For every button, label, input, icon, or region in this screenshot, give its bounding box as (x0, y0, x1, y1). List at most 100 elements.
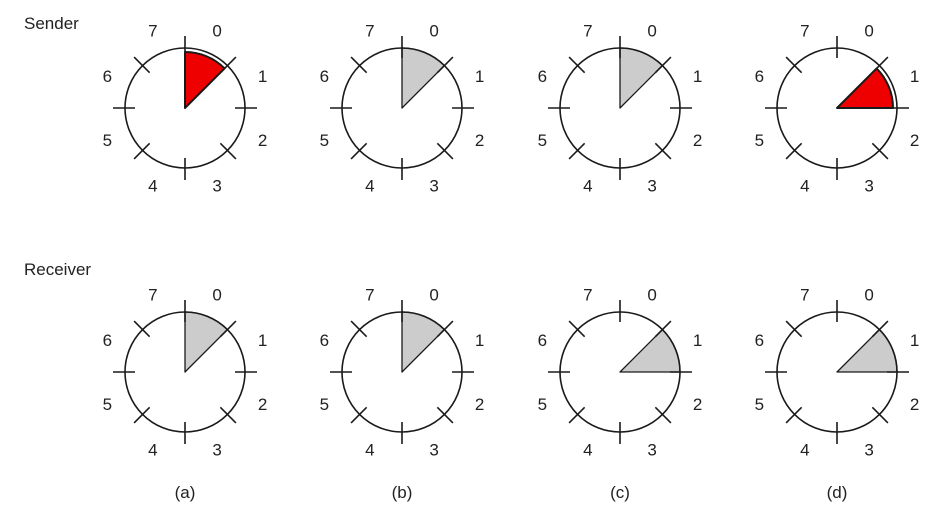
receiver-sector-number-2-3: 3 (647, 441, 656, 460)
sender-sector-number-1-2: 2 (475, 131, 484, 150)
receiver-sector-number-1-7: 7 (365, 285, 374, 304)
receiver-sector-number-1-0: 0 (429, 285, 438, 304)
sender-sector-number-0-7: 7 (148, 21, 157, 40)
receiver-sector-number-1-4: 4 (365, 441, 374, 460)
receiver-sector-number-2-7: 7 (583, 285, 592, 304)
sender-sector-number-1-7: 7 (365, 21, 374, 40)
sender-sector-number-3-6: 6 (755, 67, 764, 86)
receiver-tick-3-7 (785, 320, 803, 338)
receiver-sector-number-1-6: 6 (320, 331, 329, 350)
receiver-sector-number-1-1: 1 (475, 331, 484, 350)
sender-tick-2-1 (654, 56, 672, 74)
receiver-dial-2: 0 1 2 3 4 5 6 7 (538, 285, 703, 459)
receiver-sector-number-3-3: 3 (864, 441, 873, 460)
sender-sector-number-3-0: 0 (864, 21, 873, 40)
receiver-sector-number-3-6: 6 (755, 331, 764, 350)
receiver-tick-2-7 (568, 320, 586, 338)
receiver-window-sector-2 (619, 328, 681, 373)
sender-dial-3: 0 1 2 3 4 5 6 7 (755, 21, 920, 195)
receiver-tick-0-3 (219, 406, 237, 424)
receiver-window-sector-3 (836, 328, 898, 373)
receiver-sector-number-0-2: 2 (258, 395, 267, 414)
receiver-sector-number-0-6: 6 (103, 331, 112, 350)
receiver-sector-number-2-5: 5 (538, 395, 547, 414)
receiver-sector-number-0-4: 4 (148, 441, 157, 460)
receiver-sector-number-1-3: 3 (429, 441, 438, 460)
receiver-tick-2-3 (654, 406, 672, 424)
sender-tick-1-5 (350, 142, 368, 160)
sender-sector-number-2-2: 2 (693, 131, 702, 150)
sender-sector-number-1-5: 5 (320, 131, 329, 150)
sender-window-sector-0 (184, 51, 226, 109)
receiver-sector-number-2-6: 6 (538, 331, 547, 350)
sender-sector-number-3-5: 5 (755, 131, 764, 150)
sender-tick-2-5 (568, 142, 586, 160)
receiver-tick-3-1 (871, 320, 889, 338)
sender-sector-number-0-5: 5 (103, 131, 112, 150)
sender-tick-1-3 (436, 142, 454, 160)
receiver-tick-2-5 (568, 406, 586, 424)
receiver-dial-0: 0 1 2 3 4 5 6 7 (103, 285, 268, 459)
receiver-dial-3: 0 1 2 3 4 5 6 7 (755, 285, 920, 459)
sender-sector-number-1-3: 3 (429, 177, 438, 196)
receiver-tick-1-7 (350, 320, 368, 338)
sender-dial-2: 0 1 2 3 4 5 6 7 (538, 21, 703, 195)
receiver-sector-number-0-3: 3 (212, 441, 221, 460)
receiver-sector-number-3-1: 1 (910, 331, 919, 350)
sender-sector-number-0-4: 4 (148, 177, 157, 196)
sender-tick-3-1 (871, 56, 889, 74)
sender-dial-1: 0 1 2 3 4 5 6 7 (320, 21, 485, 195)
receiver-tick-0-1 (219, 320, 237, 338)
sender-tick-0-7 (133, 56, 151, 74)
panel-caption-2: (c) (610, 483, 630, 502)
receiver-tick-1-3 (436, 406, 454, 424)
sender-sector-number-2-3: 3 (647, 177, 656, 196)
receiver-tick-0-5 (133, 406, 151, 424)
sender-sector-number-3-1: 1 (910, 67, 919, 86)
sender-sector-number-2-1: 1 (693, 67, 702, 86)
sender-tick-1-1 (436, 56, 454, 74)
panel-caption-1: (b) (392, 483, 413, 502)
receiver-sector-number-3-2: 2 (910, 395, 919, 414)
sender-sector-number-2-5: 5 (538, 131, 547, 150)
receiver-sector-number-0-0: 0 (212, 285, 221, 304)
sender-tick-0-1 (219, 56, 237, 74)
sender-sector-number-2-4: 4 (583, 177, 592, 196)
sender-tick-0-5 (133, 142, 151, 160)
sender-sector-number-0-1: 1 (258, 67, 267, 86)
sender-sector-number-3-7: 7 (800, 21, 809, 40)
receiver-window-sector-1 (401, 311, 446, 373)
sender-sector-number-3-4: 4 (800, 177, 809, 196)
receiver-tick-1-1 (436, 320, 454, 338)
receiver-sector-number-2-4: 4 (583, 441, 592, 460)
receiver-sector-number-2-0: 0 (647, 285, 656, 304)
sender-window-sector-2 (619, 47, 664, 109)
sender-sector-number-1-6: 6 (320, 67, 329, 86)
sender-window-sector-1 (401, 47, 446, 109)
sender-tick-2-3 (654, 142, 672, 160)
sender-row-label: Sender (24, 14, 79, 33)
sender-sector-number-0-0: 0 (212, 21, 221, 40)
receiver-sector-number-0-5: 5 (103, 395, 112, 414)
sender-tick-2-7 (568, 56, 586, 74)
sender-sector-number-1-1: 1 (475, 67, 484, 86)
sender-tick-3-3 (871, 142, 889, 160)
sender-tick-3-7 (785, 56, 803, 74)
sender-sector-number-1-0: 0 (429, 21, 438, 40)
sender-sector-number-2-6: 6 (538, 67, 547, 86)
receiver-sector-number-2-2: 2 (693, 395, 702, 414)
receiver-sector-number-2-1: 1 (693, 331, 702, 350)
sender-tick-0-3 (219, 142, 237, 160)
receiver-tick-3-5 (785, 406, 803, 424)
receiver-sector-number-1-5: 5 (320, 395, 329, 414)
receiver-sector-number-0-1: 1 (258, 331, 267, 350)
sender-sector-number-2-7: 7 (583, 21, 592, 40)
sender-sector-number-1-4: 4 (365, 177, 374, 196)
receiver-tick-3-3 (871, 406, 889, 424)
receiver-tick-0-7 (133, 320, 151, 338)
receiver-sector-number-3-0: 0 (864, 285, 873, 304)
panel-caption-3: (d) (827, 483, 848, 502)
receiver-row-label: Receiver (24, 260, 92, 279)
